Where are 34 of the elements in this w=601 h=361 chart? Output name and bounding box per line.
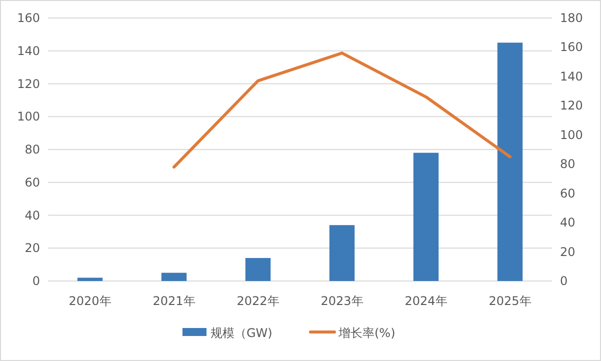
- bar: [497, 42, 523, 281]
- y-tick-label: 0: [32, 274, 40, 288]
- x-tick-label: 2022年: [236, 294, 280, 308]
- y-tick-label: 160: [17, 11, 40, 25]
- y2-tick-label: 180: [560, 11, 583, 25]
- x-tick-label: 2020年: [68, 294, 112, 308]
- y-tick-label: 80: [24, 142, 40, 156]
- y2-tick-label: 60: [560, 186, 576, 200]
- y-tick-label: 140: [17, 44, 40, 58]
- y2-tick-label: 160: [560, 40, 583, 54]
- bar: [245, 258, 271, 281]
- line-series: [172, 52, 512, 169]
- y-tick-label: 40: [24, 208, 40, 222]
- y2-tick-label: 80: [560, 157, 576, 172]
- x-tick-label: 2023年: [320, 294, 364, 308]
- legend-label: 增长率(%): [338, 326, 396, 340]
- y2-tick-label: 140: [560, 69, 583, 84]
- y-tick-label: 100: [17, 110, 40, 124]
- x-tick-label: 2024年: [404, 294, 448, 308]
- y2-tick-label: 100: [560, 128, 583, 142]
- legend-label: 规模（GW): [210, 326, 272, 340]
- y-tick-label: 120: [17, 76, 40, 91]
- y2-tick-label: 0: [560, 274, 568, 288]
- bar: [413, 152, 439, 281]
- y-tick-label: 60: [24, 175, 40, 190]
- x-tick-label: 2021年: [152, 294, 196, 308]
- y2-tick-label: 120: [560, 98, 583, 113]
- y2-tick-label: 20: [560, 244, 576, 259]
- x-tick-label: 2025年: [488, 294, 532, 308]
- bar: [329, 225, 355, 281]
- y2-tick-label: 40: [560, 216, 576, 230]
- bar: [77, 278, 103, 281]
- y-tick-label: 20: [24, 241, 40, 256]
- bar: [161, 272, 187, 281]
